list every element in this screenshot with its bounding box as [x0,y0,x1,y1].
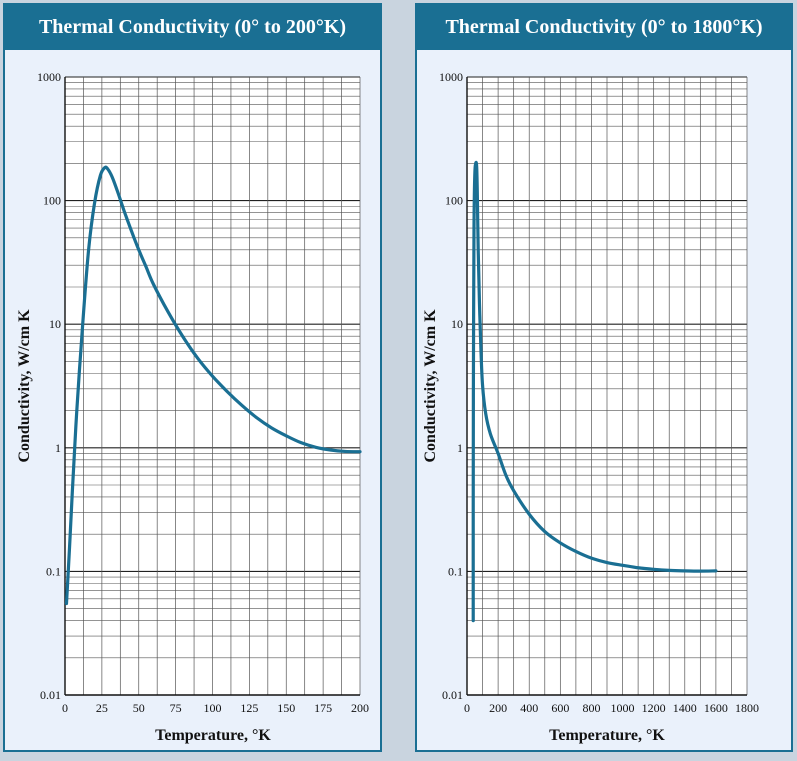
x-tick-label: 400 [520,701,538,715]
chart-right-plot: 0 200 400 600 800 1000 1200 1400 1600 1800 0.01 0.1… [422,70,759,744]
x-tick-label: 1800 [735,701,759,715]
chart-title: Thermal Conductivity (0° to 200°K) [5,5,380,50]
y-tick-label: 0.01 [442,688,463,702]
x-axis-label: Temperature, °K [549,727,665,744]
x-tick-label: 1000 [611,701,635,715]
chart-title: Thermal Conductivity (0° to 1800°K) [417,5,791,50]
x-tick-label: 50 [133,701,145,715]
y-tick-label: 1000 [439,70,463,84]
y-tick-label: 100 [43,194,61,208]
y-tick-label: 0.1 [448,564,463,578]
series-line [64,165,362,606]
x-tick-label: 1600 [704,701,728,715]
chart-left-plot: 0 25 50 75 100 125 150 175 200 0.01 0.1 1 10 100 1000 T… [16,70,369,744]
x-axis-label: Temperature, °K [155,727,271,744]
x-tick-label: 75 [170,701,182,715]
x-tick-label: 1400 [673,701,697,715]
y-tick-label: 100 [445,194,463,208]
x-tick-label: 100 [204,701,222,715]
x-tick-label: 1200 [642,701,666,715]
chart-panel-left: Thermal Conductivity (0° to 200°K) 0 25 50… [3,3,382,752]
x-tick-label: 600 [551,701,569,715]
x-tick-label: 125 [240,701,258,715]
y-tick-label: 1 [55,441,61,455]
y-axis-label: Conductivity, W/cm K [422,309,439,463]
x-tick-label: 0 [464,701,470,715]
y-tick-label: 1000 [37,70,61,84]
x-tick-label: 800 [582,701,600,715]
x-tick-label: 200 [351,701,369,715]
y-axis-label: Conductivity, W/cm K [16,309,33,463]
y-tick-label: 0.01 [40,688,61,702]
y-tick-label: 1 [457,441,463,455]
x-tick-label: 150 [277,701,295,715]
x-tick-label: 0 [62,701,68,715]
y-tick-label: 10 [451,317,463,331]
x-tick-label: 175 [314,701,332,715]
series-line [471,160,718,623]
x-tick-label: 25 [96,701,108,715]
y-tick-label: 10 [49,317,61,331]
chart-panel-right: Thermal Conductivity (0° to 1800°K) 0 200… [415,3,793,752]
x-tick-label: 200 [489,701,507,715]
y-tick-label: 0.1 [46,564,61,578]
